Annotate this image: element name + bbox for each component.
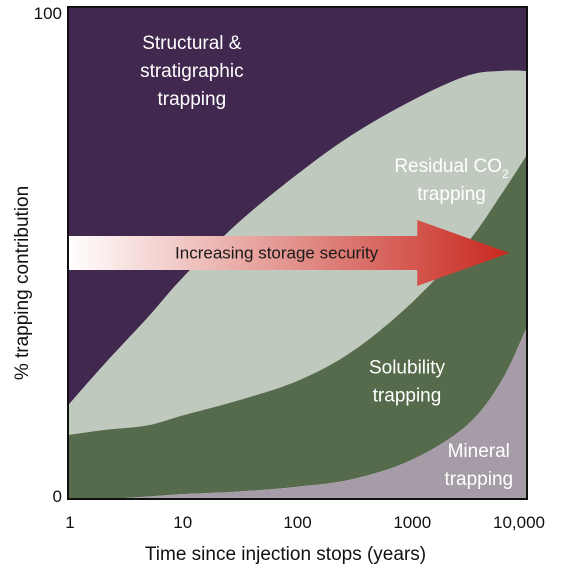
- residual-trapping-label: Residual CO2 trapping: [394, 156, 509, 205]
- label-subscript: 2: [502, 167, 509, 181]
- solubility-trapping-area: [68, 154, 527, 500]
- storage-security-arrow: Increasing storage security: [68, 220, 510, 286]
- y-tick-label: 100: [34, 4, 62, 23]
- label-line: Residual CO: [394, 156, 502, 177]
- y-tick-label: 0: [53, 487, 62, 506]
- x-tick-label: 1: [65, 513, 74, 532]
- label-line: stratigraphic: [140, 61, 244, 82]
- x-axis-ticks: 1 10 100 1000 10,000: [65, 513, 545, 532]
- x-tick-label: 10,000: [493, 513, 545, 532]
- arrow-shape: [68, 220, 510, 286]
- x-tick-label: 10: [173, 513, 192, 532]
- x-axis-title: Time since injection stops (years): [145, 544, 426, 565]
- label-line: Structural &: [142, 33, 242, 54]
- region-labels: Structural & stratigraphic trappingResidua…: [140, 33, 513, 490]
- arrow-label: Increasing storage security: [175, 243, 379, 262]
- mineral-trapping-label: Mineral trapping: [444, 441, 513, 490]
- y-axis-title: % trapping contribution: [12, 186, 33, 380]
- label-line: Solubility: [369, 358, 446, 379]
- label-line: trapping: [417, 184, 486, 205]
- label-line: trapping: [158, 89, 227, 110]
- mineral-trapping-area: [68, 326, 527, 500]
- y-axis-ticks: 0 100: [34, 4, 62, 506]
- label-line: trapping: [444, 469, 513, 490]
- x-tick-label: 1000: [393, 513, 431, 532]
- label-line: trapping: [373, 386, 442, 407]
- solubility-trapping-label: Solubility trapping: [369, 358, 446, 407]
- x-tick-label: 100: [283, 513, 311, 532]
- label-line: Mineral: [448, 441, 510, 462]
- structural-trapping-label: Structural & stratigraphic trapping: [140, 33, 244, 110]
- structural-trapping-area: [68, 7, 527, 406]
- plot-frame: [67, 6, 528, 500]
